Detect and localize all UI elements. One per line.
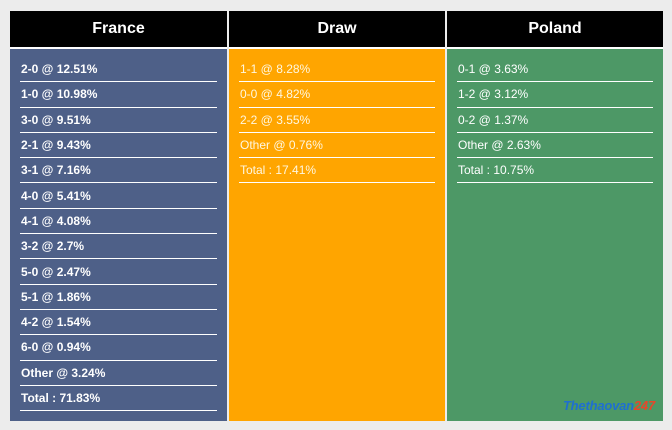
- column-body-draw: 1-1 @ 8.28% 0-0 @ 4.82% 2-2 @ 3.55% Othe…: [229, 49, 445, 421]
- total-row: Total : 17.41%: [239, 158, 435, 184]
- score-row: 0-0 @ 4.82%: [239, 82, 435, 108]
- watermark-logo: Thethaovan247: [563, 398, 655, 413]
- score-probability-table: France 2-0 @ 12.51% 1-0 @ 10.98% 3-0 @ 9…: [10, 11, 663, 421]
- other-row: Other @ 0.76%: [239, 133, 435, 159]
- score-row: 4-0 @ 5.41%: [20, 183, 217, 209]
- column-france: France 2-0 @ 12.51% 1-0 @ 10.98% 3-0 @ 9…: [10, 11, 227, 421]
- score-row: 2-2 @ 3.55%: [239, 108, 435, 133]
- score-row: 2-1 @ 9.43%: [20, 133, 217, 159]
- watermark-accent: 247: [633, 398, 655, 413]
- total-row: Total : 10.75%: [457, 158, 653, 184]
- column-header-france: France: [10, 11, 227, 49]
- column-header-poland: Poland: [447, 11, 663, 49]
- column-draw: Draw 1-1 @ 8.28% 0-0 @ 4.82% 2-2 @ 3.55%…: [229, 11, 445, 421]
- other-row: Other @ 2.63%: [457, 133, 653, 159]
- score-row: 0-2 @ 1.37%: [457, 108, 653, 133]
- column-body-france: 2-0 @ 12.51% 1-0 @ 10.98% 3-0 @ 9.51% 2-…: [10, 49, 227, 421]
- score-row: 1-1 @ 8.28%: [239, 57, 435, 83]
- score-row: 4-1 @ 4.08%: [20, 209, 217, 235]
- score-row: 1-0 @ 10.98%: [20, 82, 217, 108]
- total-row: Total : 71.83%: [20, 386, 217, 412]
- column-poland: Poland 0-1 @ 3.63% 1-2 @ 3.12% 0-2 @ 1.3…: [447, 11, 663, 421]
- watermark-main: Thethaovan: [562, 398, 634, 413]
- score-row: 3-1 @ 7.16%: [20, 158, 217, 184]
- score-row: 5-1 @ 1.86%: [20, 285, 217, 310]
- column-header-draw: Draw: [229, 11, 445, 49]
- score-row: 3-2 @ 2.7%: [20, 234, 217, 260]
- score-row: 4-2 @ 1.54%: [20, 310, 217, 336]
- column-body-poland: 0-1 @ 3.63% 1-2 @ 3.12% 0-2 @ 1.37% Othe…: [447, 49, 663, 421]
- other-row: Other @ 3.24%: [20, 361, 217, 386]
- score-row: 1-2 @ 3.12%: [457, 82, 653, 108]
- score-row: 5-0 @ 2.47%: [20, 259, 217, 285]
- score-row: 2-0 @ 12.51%: [20, 57, 217, 83]
- score-row: 3-0 @ 9.51%: [20, 108, 217, 133]
- score-row: 6-0 @ 0.94%: [20, 335, 217, 361]
- score-row: 0-1 @ 3.63%: [457, 57, 653, 83]
